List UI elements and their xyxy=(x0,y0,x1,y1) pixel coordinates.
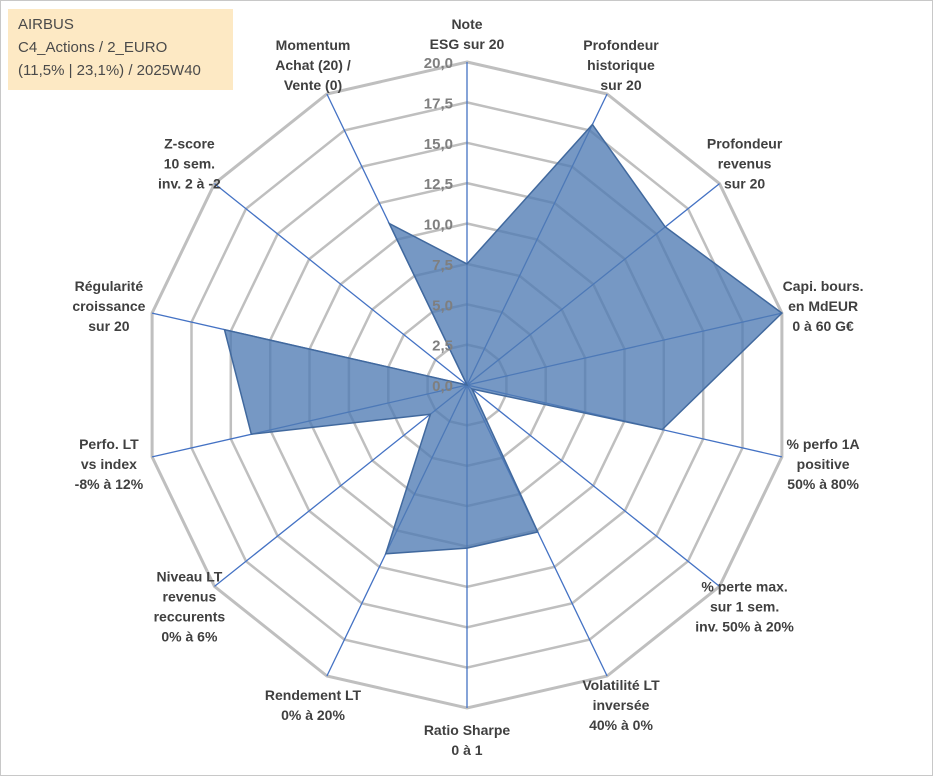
axis-label-line: sur 20 xyxy=(724,176,765,192)
axis-label-line: 0% à 20% xyxy=(281,707,345,723)
axis-label: % perfo 1A positive 50% à 80% xyxy=(787,436,860,492)
axis-label: Rendement LT 0% à 20% xyxy=(265,687,362,723)
info-box: AIRBUS C4_Actions / 2_EURO (11,5% | 23,1… xyxy=(8,9,233,90)
radar-spoke xyxy=(466,384,720,587)
axis-label-line: historique xyxy=(587,57,655,73)
axis-label-line: Perfo. LT xyxy=(79,436,139,452)
tick-label: 0,0 xyxy=(432,378,453,395)
axis-label: Volatilité LT inversée 40% à 0% xyxy=(582,677,660,733)
tick-label: 17,5 xyxy=(424,95,453,112)
axis-label: Profondeur historique sur 20 xyxy=(583,37,659,93)
axis-label-line: Momentum xyxy=(276,37,351,53)
axis-label-line: Achat (20) / xyxy=(275,57,351,73)
axis-label-line: revenus xyxy=(163,588,217,604)
tick-label: 2,5 xyxy=(432,338,453,355)
axis-label-line: Capi. bours. xyxy=(783,278,864,294)
axis-label-line: revenus xyxy=(718,156,772,172)
axis-label-line: Niveau LT xyxy=(156,568,222,584)
tick-label: 10,0 xyxy=(424,217,453,234)
axis-label-line: vs index xyxy=(81,456,137,472)
radar-tick-labels: 0,0 2,5 5,0 7,5 10,0 12,5 15,0 17,5 20,0 xyxy=(424,55,453,395)
axis-label-line: Z-score xyxy=(164,136,215,152)
axis-label-line: positive xyxy=(797,456,850,472)
axis-label-line: Profondeur xyxy=(707,136,783,152)
axis-label-line: -8% à 12% xyxy=(75,476,144,492)
axis-label: % perte max. sur 1 sem. inv. 50% à 20% xyxy=(695,578,794,634)
axis-label-line: sur 20 xyxy=(600,77,641,93)
axis-label-line: ESG sur 20 xyxy=(430,36,505,52)
axis-label-line: 0% à 6% xyxy=(161,628,218,644)
axis-label: Momentum Achat (20) / Vente (0) xyxy=(275,37,351,93)
axis-label-line: % perfo 1A xyxy=(787,436,860,452)
axis-label-line: inversée xyxy=(593,697,650,713)
axis-label: Z-score 10 sem. inv. 2 à -2 xyxy=(158,136,221,192)
axis-label: Perfo. LT vs index -8% à 12% xyxy=(75,436,144,492)
radar-series xyxy=(223,123,784,555)
stock-name: AIRBUS xyxy=(18,16,74,33)
axis-label: Niveau LT revenus reccurents 0% à 6% xyxy=(154,568,226,644)
stock-category: C4_Actions / 2_EURO xyxy=(18,39,168,56)
tick-label: 15,0 xyxy=(424,136,453,153)
axis-label-line: 40% à 0% xyxy=(589,717,653,733)
radar-axis-labels: Note ESG sur 20 Profondeur historique sur 20… xyxy=(72,16,863,758)
axis-label-line: inv. 2 à -2 xyxy=(158,176,221,192)
axis-label-line: inv. 50% à 20% xyxy=(695,618,794,634)
axis-label-line: en MdEUR xyxy=(788,298,858,314)
tick-label: 5,0 xyxy=(432,297,453,314)
axis-label-line: sur 20 xyxy=(88,318,129,334)
tick-label: 20,0 xyxy=(424,55,453,72)
axis-label-line: Régularité xyxy=(75,278,144,294)
axis-label: Capi. bours. en MdEUR 0 à 60 G€ xyxy=(783,278,864,334)
axis-label-line: 0 à 1 xyxy=(451,742,482,758)
axis-label-line: reccurents xyxy=(154,608,226,624)
tick-label: 12,5 xyxy=(424,176,453,193)
axis-label: Ratio Sharpe 0 à 1 xyxy=(424,722,511,758)
axis-label-line: Ratio Sharpe xyxy=(424,722,511,738)
axis-label-line: % perte max. xyxy=(701,578,787,594)
axis-label-line: Rendement LT xyxy=(265,687,362,703)
axis-label-line: 0 à 60 G€ xyxy=(792,318,854,334)
axis-label-line: Note xyxy=(451,16,482,32)
axis-label-line: sur 1 sem. xyxy=(710,598,779,614)
series-area xyxy=(223,123,784,555)
axis-label-line: Volatilité LT xyxy=(582,677,660,693)
axis-label: Régularité croissance sur 20 xyxy=(72,278,145,334)
axis-label-line: 50% à 80% xyxy=(787,476,859,492)
axis-label-line: 10 sem. xyxy=(164,156,215,172)
stock-details: (11,5% | 23,1%) / 2025W40 xyxy=(18,62,201,79)
axis-label-line: Profondeur xyxy=(583,37,659,53)
radar-spoke xyxy=(214,384,468,587)
tick-label: 7,5 xyxy=(432,257,453,274)
axis-label: Profondeur revenus sur 20 xyxy=(707,136,783,192)
axis-label-line: Vente (0) xyxy=(284,77,342,93)
axis-label-line: croissance xyxy=(72,298,145,314)
axis-label: Note ESG sur 20 xyxy=(430,16,505,52)
radar-spoke xyxy=(214,183,468,386)
